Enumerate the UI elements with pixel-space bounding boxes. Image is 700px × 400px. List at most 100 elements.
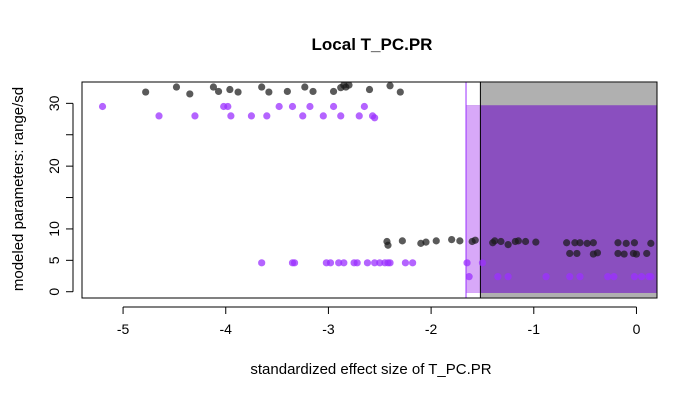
x-tick-label: 0 bbox=[633, 321, 641, 337]
purple-data-point bbox=[401, 259, 410, 267]
y-tick-label: 30 bbox=[46, 95, 62, 111]
black-data-point bbox=[234, 88, 242, 96]
black-data-point bbox=[521, 237, 530, 246]
black-data-point bbox=[622, 239, 630, 247]
purple-data-point bbox=[371, 114, 379, 122]
purple-data-point bbox=[566, 273, 574, 281]
x-tick-label: -1 bbox=[528, 321, 541, 337]
black-data-point bbox=[396, 88, 404, 96]
purple-data-point bbox=[329, 102, 338, 111]
black-data-point bbox=[514, 237, 522, 245]
black-data-point bbox=[471, 236, 479, 244]
purple-data-point bbox=[576, 273, 584, 281]
black-data-point bbox=[301, 83, 309, 91]
x-tick-label: -2 bbox=[425, 321, 438, 337]
purple-data-point bbox=[386, 259, 394, 267]
purple-data-point bbox=[263, 112, 271, 120]
black-data-point bbox=[329, 87, 338, 96]
black-data-point bbox=[142, 88, 150, 96]
black-data-point bbox=[571, 239, 579, 247]
black-data-point bbox=[214, 87, 223, 96]
black-data-point bbox=[386, 82, 394, 90]
purple-data-point bbox=[630, 273, 639, 281]
black-data-point bbox=[345, 81, 353, 89]
black-data-point bbox=[497, 237, 505, 246]
purple-data-point bbox=[335, 259, 343, 267]
purple-data-point bbox=[409, 259, 417, 267]
black-data-point bbox=[504, 241, 512, 249]
y-tick-label: 10 bbox=[46, 221, 62, 237]
purple-data-point bbox=[647, 273, 655, 281]
black-data-point bbox=[614, 239, 622, 247]
purple-data-point bbox=[494, 273, 502, 281]
purple-data-point bbox=[504, 273, 512, 281]
black-data-point bbox=[432, 237, 440, 245]
purple-data-point bbox=[610, 273, 618, 281]
black-data-point bbox=[576, 239, 584, 247]
purple-data-point bbox=[542, 273, 550, 281]
black-data-point bbox=[422, 238, 430, 246]
black-data-point bbox=[583, 239, 591, 247]
purple-data-point bbox=[227, 112, 235, 120]
y-axis: 0 5 10 20 30 bbox=[46, 95, 74, 296]
black-data-point bbox=[265, 88, 273, 96]
black-data-point bbox=[365, 85, 374, 94]
black-data-point bbox=[172, 83, 181, 91]
black-data-point bbox=[589, 239, 597, 247]
purple-data-point bbox=[155, 112, 163, 120]
purple-data-point bbox=[465, 273, 473, 281]
x-tick-label: -5 bbox=[117, 321, 130, 337]
black-data-point bbox=[186, 90, 194, 98]
data-points bbox=[98, 81, 655, 281]
y-tick-label: 0 bbox=[46, 288, 62, 296]
purple-data-point bbox=[224, 102, 232, 111]
purple-data-point bbox=[478, 259, 487, 267]
y-tick-label: 5 bbox=[46, 256, 62, 264]
purple-data-point bbox=[299, 112, 307, 120]
black-data-point bbox=[632, 250, 641, 258]
black-data-point bbox=[226, 85, 234, 94]
purple-data-point bbox=[326, 259, 335, 267]
plot-frame bbox=[81, 81, 658, 299]
purple-data-point bbox=[247, 112, 256, 120]
black-data-point bbox=[647, 239, 655, 247]
purple-data-point bbox=[340, 259, 348, 267]
black-data-point bbox=[643, 249, 651, 258]
black-data-point bbox=[309, 87, 317, 96]
black-data-point bbox=[630, 239, 639, 247]
black-data-point bbox=[258, 83, 266, 91]
purple-data-point bbox=[275, 102, 283, 111]
black-data-point bbox=[614, 249, 622, 258]
purple-data-point bbox=[463, 259, 471, 267]
light-purple-interval-band bbox=[466, 105, 481, 293]
purple-data-point bbox=[360, 102, 368, 111]
black-data-point bbox=[283, 87, 291, 96]
y-axis-label: modeled parameters: range/sd bbox=[10, 87, 27, 291]
purple-data-point bbox=[288, 102, 297, 111]
purple-data-point bbox=[290, 259, 299, 267]
chart-title: Local T_PC.PR bbox=[312, 35, 433, 54]
purple-data-point bbox=[355, 112, 363, 120]
black-data-point bbox=[398, 237, 406, 245]
purple-data-point bbox=[637, 273, 646, 281]
black-data-point bbox=[573, 249, 581, 258]
black-data-point bbox=[532, 238, 540, 246]
y-tick-label: 20 bbox=[46, 158, 62, 174]
black-data-point bbox=[563, 239, 571, 247]
shaded-bands bbox=[466, 82, 657, 298]
black-data-point bbox=[491, 237, 499, 245]
purple-data-point bbox=[604, 273, 612, 281]
purple-data-point bbox=[363, 259, 372, 267]
black-data-point bbox=[620, 250, 628, 258]
black-data-point bbox=[566, 249, 574, 258]
x-tick-label: -4 bbox=[220, 321, 233, 337]
purple-data-point bbox=[306, 102, 314, 111]
purple-interval-band bbox=[466, 105, 657, 293]
black-data-point bbox=[456, 237, 464, 245]
purple-data-point bbox=[98, 102, 107, 111]
black-data-point bbox=[209, 83, 218, 91]
black-data-point bbox=[448, 236, 456, 244]
purple-data-point bbox=[353, 259, 361, 267]
purple-data-point bbox=[319, 112, 327, 120]
purple-data-point bbox=[258, 259, 266, 267]
